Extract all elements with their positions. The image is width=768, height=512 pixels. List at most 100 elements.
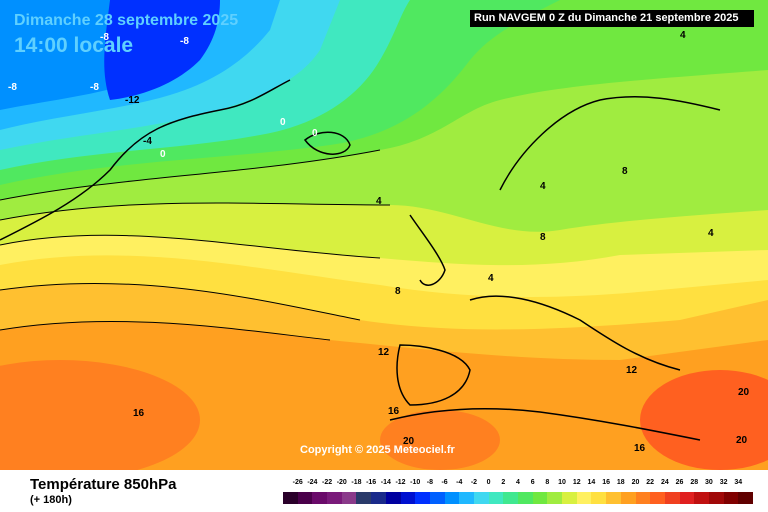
contour-label: 0 — [312, 128, 318, 139]
legend-swatch — [679, 492, 695, 504]
legend-label: -16 — [366, 479, 377, 486]
contour-label: 4 — [488, 273, 494, 284]
legend-label: 24 — [660, 479, 669, 486]
run-info: Run NAVGEM 0 Z du Dimanche 21 septembre … — [470, 10, 754, 27]
legend-labels: -26 -24 -22 -20 -18 -16 -14 -12 -10 -8 -6 -4 -2 0 2 4 6 8… — [283, 479, 753, 489]
legend-swatch — [547, 492, 563, 504]
hot-blob-center — [380, 410, 500, 470]
contour-label: 0 — [280, 117, 286, 128]
temperature-map: -8 -8 -8 -8 -12 -4 0 0 0 4 4 4 4 4 8 8 8… — [0, 0, 768, 470]
legend-swatch — [532, 492, 548, 504]
legend-label: 34 — [734, 479, 743, 486]
legend-label: -20 — [336, 479, 347, 486]
legend-label: -10 — [410, 479, 421, 486]
legend-label: 22 — [646, 479, 655, 486]
legend-label: -18 — [351, 479, 362, 486]
legend-label: -26 — [292, 479, 303, 486]
legend-swatch — [694, 492, 709, 504]
contour-label: 4 — [540, 181, 546, 192]
legend-swatch — [635, 492, 651, 504]
contour-label: 4 — [376, 196, 382, 207]
legend-label: 26 — [675, 479, 684, 486]
britain-coast — [409, 214, 446, 286]
scandinavia-coast — [499, 96, 721, 191]
greenland-coast — [0, 79, 291, 241]
legend-swatch — [606, 492, 621, 504]
copyright: Copyright © 2025 Meteociel.fr — [300, 444, 455, 456]
legend-label: -12 — [395, 479, 406, 486]
legend-swatch — [385, 492, 401, 504]
legend-swatch — [429, 492, 445, 504]
contour-label: 8 — [395, 286, 401, 297]
iceland-coast — [303, 131, 351, 155]
contour-label: 8 — [622, 166, 628, 177]
contour-label: 20 — [736, 435, 748, 446]
legend-swatch — [620, 492, 636, 504]
legend-swatch — [297, 492, 313, 504]
legend-swatch — [576, 492, 592, 504]
legend-swatch — [488, 492, 504, 504]
africa-coast — [389, 407, 701, 441]
legend-swatch — [591, 492, 607, 504]
contour-label: 12 — [626, 365, 638, 376]
color-legend — [283, 492, 753, 504]
contour-label: 12 — [378, 347, 390, 358]
legend-label: 6 — [530, 479, 535, 486]
iberia-coast — [396, 344, 471, 406]
contour-label: -4 — [143, 136, 152, 147]
legend-label: 32 — [719, 479, 728, 486]
contour-label: -12 — [125, 95, 140, 106]
legend-swatch — [708, 492, 724, 504]
hot-blob-southeast — [640, 370, 768, 470]
contour-label: -8 — [100, 32, 109, 43]
legend-label: -2 — [470, 479, 478, 486]
legend-swatch — [341, 492, 357, 504]
legend-swatch — [415, 492, 430, 504]
legend-swatch — [738, 492, 753, 504]
lead-time: (+ 180h) — [30, 494, 72, 506]
legend-label: 20 — [631, 479, 640, 486]
contour-label: 16 — [388, 406, 400, 417]
legend-swatch — [444, 492, 460, 504]
legend-swatch — [400, 492, 416, 504]
legend-swatch — [371, 492, 386, 504]
legend-swatch — [650, 492, 665, 504]
legend-label: 0 — [486, 479, 491, 486]
legend-label: 16 — [602, 479, 611, 486]
parameter-title: Température 850hPa — [30, 476, 177, 493]
legend-swatch — [312, 492, 328, 504]
forecast-date: Dimanche 28 septembre 2025 — [14, 12, 239, 29]
legend-swatch — [562, 492, 577, 504]
contour-label: 16 — [133, 408, 145, 419]
legend-swatch — [356, 492, 372, 504]
europe-coast — [469, 295, 681, 371]
contour-label: 20 — [403, 436, 415, 447]
legend-swatch — [473, 492, 489, 504]
contour-label: -8 — [8, 82, 17, 93]
contour-label: 0 — [160, 149, 166, 160]
contour-label: 8 — [540, 232, 546, 243]
legend-label: 4 — [516, 479, 520, 486]
legend-label: 18 — [616, 479, 625, 486]
contour-label: -8 — [180, 36, 189, 47]
legend-label: -4 — [456, 479, 463, 486]
legend-label: 2 — [501, 479, 506, 486]
hot-blob-south — [0, 360, 200, 470]
legend-label: 14 — [587, 479, 596, 486]
legend-label: -14 — [380, 479, 391, 486]
legend-swatch — [664, 492, 680, 504]
legend-label: 12 — [572, 479, 581, 486]
legend-label: 10 — [558, 479, 566, 486]
legend-swatch — [503, 492, 518, 504]
contour-label: 4 — [708, 228, 714, 239]
contour-label: 4 — [680, 30, 686, 41]
legend-swatch — [459, 492, 474, 504]
legend-label: -22 — [322, 479, 333, 486]
contour-label: 20 — [738, 387, 750, 398]
legend-swatch — [283, 492, 298, 504]
legend-label: 8 — [545, 479, 550, 486]
legend-label: 28 — [690, 479, 699, 486]
legend-swatch — [518, 492, 533, 504]
legend-swatch — [327, 492, 342, 504]
footer: Température 850hPa (+ 180h) -26 -2 4 -22 -20… — [0, 470, 768, 512]
